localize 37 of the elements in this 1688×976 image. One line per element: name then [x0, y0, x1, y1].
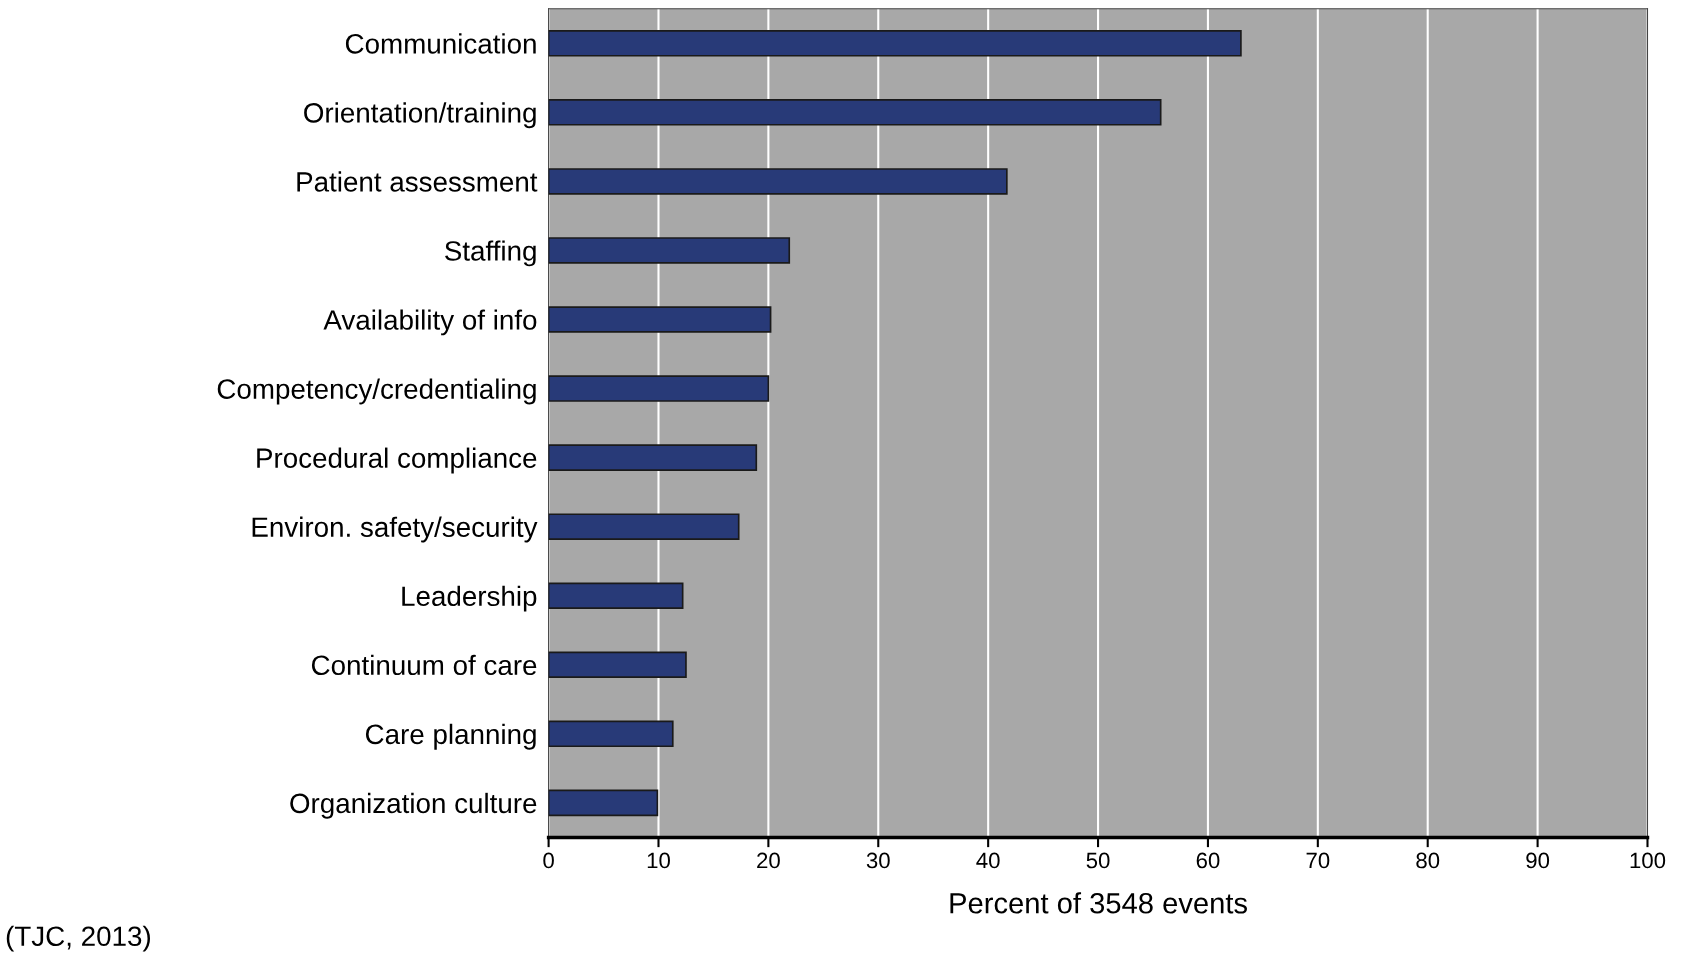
x-tick-label: 10 [647, 852, 670, 869]
bar [548, 789, 659, 817]
bar [548, 99, 1162, 126]
x-tick-label: 0 [543, 852, 554, 869]
y-tick-label: Procedural compliance [257, 447, 537, 474]
bar [548, 168, 1008, 195]
y-tick-label: Patient assessment [297, 171, 538, 192]
x-tick-label: 100 [1630, 852, 1666, 869]
y-tick-label: Availability of info [323, 309, 537, 336]
bar [548, 30, 1242, 57]
x-tick-label: 60 [1196, 852, 1220, 869]
x-tick-label: 80 [1416, 852, 1440, 869]
y-tick-label: Competency/credentialing [217, 378, 536, 405]
bar [548, 375, 770, 402]
bar [548, 720, 674, 748]
y-tick-label: Staffing [445, 240, 536, 267]
y-tick-label: Organization culture [290, 792, 537, 819]
bar [548, 582, 684, 609]
bar [548, 237, 791, 264]
x-tick-label: 40 [976, 852, 1000, 869]
y-tick-label: Communication [345, 33, 536, 54]
x-tick-label: 90 [1526, 852, 1550, 869]
y-tick-label: Care planning [365, 723, 536, 750]
bar [548, 651, 687, 679]
x-tick-label: 20 [757, 852, 780, 869]
bar [548, 444, 758, 471]
y-tick-label: Leadership [402, 585, 537, 612]
y-tick-label: Orientation/training [304, 102, 536, 129]
x-axis-title: Percent of 3548 events [950, 892, 1247, 914]
x-tick-label: 50 [1086, 852, 1110, 869]
y-tick-label: Continuum of care [311, 654, 537, 676]
x-tick-label: 30 [866, 852, 890, 869]
x-tick-label: 70 [1306, 852, 1330, 869]
bar [548, 513, 740, 540]
y-tick-label: Environ. safety/security [252, 516, 538, 543]
bar [548, 306, 772, 333]
text: (TJC, 2013) [6, 925, 150, 952]
